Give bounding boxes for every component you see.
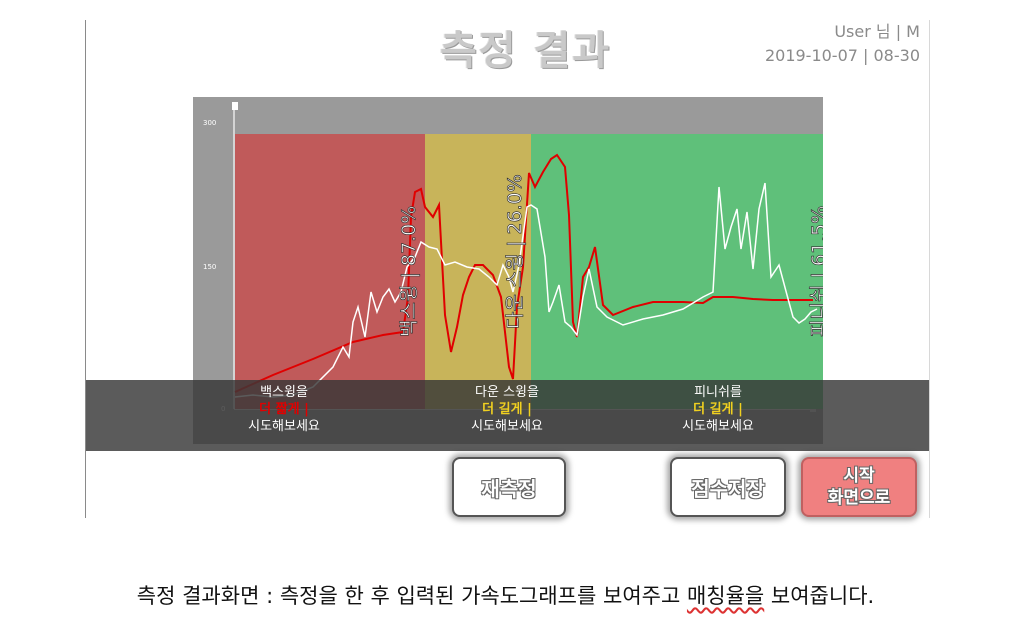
zone-finish	[531, 134, 823, 409]
go-home-line2: 화면으로	[827, 488, 891, 508]
window-left-border	[85, 20, 86, 518]
caption-prefix: 측정 결과화면 : 측정을 한 후 입력된 가속도그래프를 보여주고	[136, 584, 687, 608]
go-home-button[interactable]: 시작 화면으로	[801, 457, 917, 517]
advice-backswing-line3: 시도해보세요	[248, 419, 320, 434]
axis-cap	[232, 102, 238, 110]
advice-downswing-line3: 시도해보세요	[471, 419, 543, 434]
advice-finish-line1: 피니쉬를	[694, 385, 742, 400]
advice-downswing: 다운 스윙을 더 길게 | 시도해보세요	[417, 384, 597, 435]
advice-finish-line2: 더 길게 |	[693, 402, 743, 417]
window-right-border	[929, 20, 930, 518]
series-red-line	[234, 153, 813, 393]
zone-label-downswing: 다운 스윙 | 26.0%	[504, 174, 526, 329]
zone-label-backswing: 백스윙 | 87.0%	[398, 206, 420, 337]
user-info: User 님 | M 2019-10-07 | 08-30	[765, 20, 920, 68]
datetime: 2019-10-07 | 08-30	[764, 46, 920, 65]
zone-label-finish: 피니쉬 | 61.5%	[808, 206, 823, 337]
advice-backswing-line1: 백스윙을	[260, 385, 308, 400]
advice-backswing: 백스윙을 더 짧게 | 시도해보세요	[194, 384, 374, 435]
caption-underlined: 매칭율을	[686, 584, 765, 608]
caption-suffix: 보여줍니다.	[764, 584, 875, 608]
advice-downswing-line1: 다운 스윙을	[475, 385, 539, 400]
series-white-line	[234, 182, 818, 398]
chart-svg: 300 150 0 백스윙 | 87.0% 다운 스윙 | 26.0% 피니쉬 …	[193, 97, 823, 444]
go-home-line1: 시작	[843, 466, 875, 486]
y-tick-label-300: 300	[203, 119, 216, 127]
remeasure-button[interactable]: 재측정	[452, 457, 566, 517]
y-tick-label-150: 150	[203, 263, 216, 271]
zone-backswing	[235, 134, 425, 409]
advice-finish-line3: 시도해보세요	[682, 419, 754, 434]
advice-backswing-line2: 더 짧게 |	[259, 402, 309, 417]
advice-band	[86, 380, 929, 451]
user-name: User 님 | M	[834, 22, 920, 41]
advice-downswing-line2: 더 길게 |	[482, 402, 532, 417]
save-score-button[interactable]: 점수저장	[670, 457, 786, 517]
figure-caption: 측정 결과화면 : 측정을 한 후 입력된 가속도그래프를 보여주고 매칭율을 …	[0, 580, 1011, 610]
advice-finish: 피니쉬를 더 길게 | 시도해보세요	[628, 384, 808, 435]
page-title: 측정 결과	[440, 28, 612, 74]
